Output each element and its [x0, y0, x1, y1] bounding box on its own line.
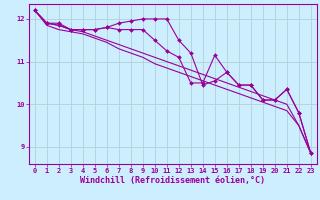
X-axis label: Windchill (Refroidissement éolien,°C): Windchill (Refroidissement éolien,°C) [80, 176, 265, 185]
